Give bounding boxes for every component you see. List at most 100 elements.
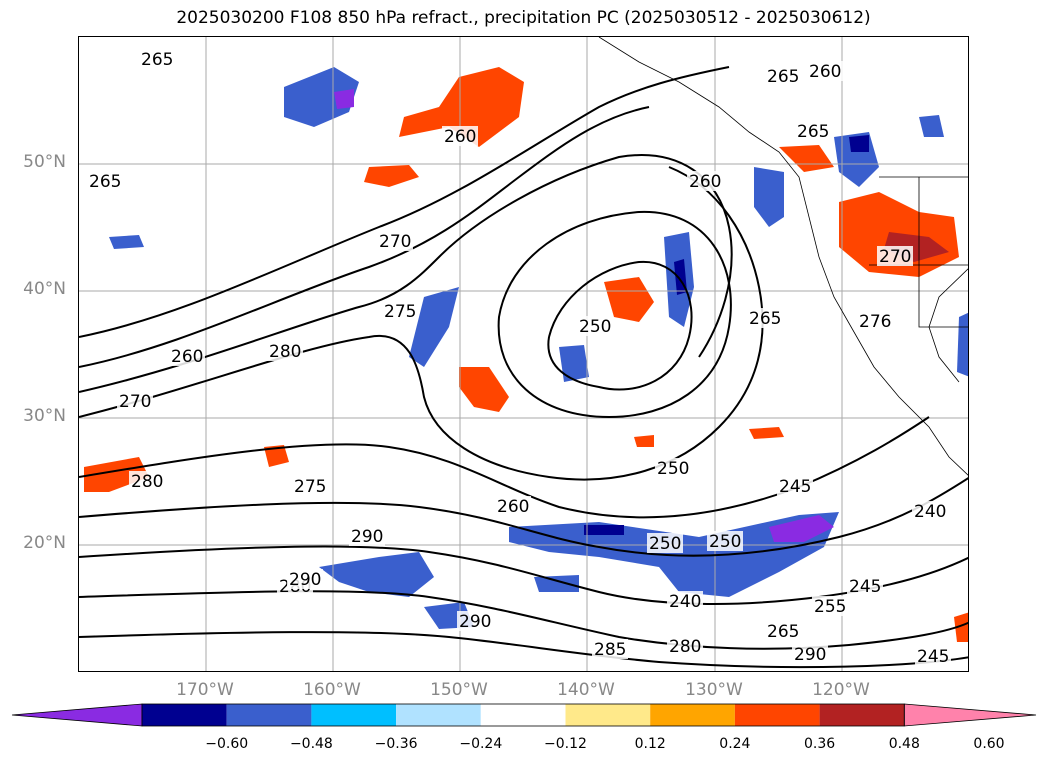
- colorbar-tick-label: −0.48: [289, 736, 333, 752]
- precip-area-negative: [284, 67, 359, 127]
- map-plot-area: 265 265 260 265 260 265 260 270 275 280 260 250 265 2…: [78, 36, 969, 672]
- contour-label-bg: [687, 171, 723, 191]
- precip-area-negative: [559, 345, 589, 382]
- contour-label-bg: [765, 66, 801, 86]
- contour-label: 280: [131, 472, 163, 492]
- precip-area-positive: [84, 457, 149, 492]
- contour-label-bg: [592, 639, 628, 659]
- colorbar-tick-label: 0.24: [719, 736, 751, 752]
- contour-label: 265: [767, 67, 799, 87]
- lat-label-40n: 40°N: [23, 279, 66, 299]
- lon-label-120w: 120°W: [812, 680, 870, 700]
- contour-label-bg: [877, 246, 913, 266]
- contour-label: 270: [879, 247, 911, 267]
- contour-label: 280: [669, 637, 701, 657]
- contour-label-bg: [129, 471, 165, 491]
- precip-area-positive: [264, 445, 289, 467]
- refractivity-contours: [79, 66, 968, 669]
- contour-label-bg: [442, 126, 478, 146]
- contour-label-bg: [812, 596, 848, 616]
- contour-label: 276: [859, 312, 891, 332]
- colorbar-segment: [565, 704, 651, 726]
- contour-label: 260: [497, 497, 529, 517]
- colorbar-tick-label: −0.36: [374, 736, 418, 752]
- contour-label: 245: [849, 577, 881, 597]
- colorbar-segments: [11, 703, 1037, 727]
- contour-label-bg: [87, 171, 123, 191]
- contour-label: 240: [914, 502, 946, 522]
- precip-area-negative: [409, 287, 459, 367]
- colorbar-tick-label: −0.24: [459, 736, 503, 752]
- precip-area-negative: [754, 167, 784, 227]
- precip-area-negative: [109, 235, 144, 249]
- contour-label-bg: [915, 646, 951, 666]
- colorbar-segment: [480, 704, 566, 726]
- precip-area-negative: [334, 89, 354, 109]
- contour-label: 240: [669, 592, 701, 612]
- lon-label-130w: 130°W: [685, 680, 743, 700]
- contour-label-bg: [765, 621, 801, 641]
- graticule: [79, 37, 968, 671]
- contour-label-bg: [857, 311, 893, 331]
- contour-label-bg: [777, 476, 813, 496]
- contour-label: 285: [594, 640, 626, 660]
- colorbar-segment: [734, 704, 820, 726]
- contour-label-bg: [792, 644, 828, 664]
- precip-area-negative: [957, 312, 968, 377]
- lat-label-50n: 50°N: [23, 152, 66, 172]
- precip-area-positive: [399, 67, 524, 147]
- colorbar-segment: [142, 704, 227, 726]
- contour-label: 250: [657, 459, 689, 479]
- contour-label: 250: [709, 532, 741, 552]
- contour-label: 245: [917, 647, 949, 667]
- contour-label: 290: [289, 570, 321, 590]
- contour-label-bg: [795, 121, 831, 141]
- lat-label-30n: 30°N: [23, 406, 66, 426]
- precip-area-positive: [364, 165, 419, 187]
- colorbar-segment: [819, 704, 905, 726]
- colorbar-segment: [226, 704, 312, 726]
- chart-title: 2025030200 F108 850 hPa refract., precip…: [176, 8, 871, 28]
- colorbar-segment: [311, 704, 397, 726]
- contour-label: 245: [779, 477, 811, 497]
- contour-label: 265: [749, 309, 781, 329]
- contour-label: 255: [814, 597, 846, 617]
- precip-shading: [84, 67, 968, 642]
- contour-label: 250: [579, 317, 611, 337]
- contour-label-bg: [267, 341, 303, 361]
- contour-label: 265: [141, 50, 173, 70]
- contour-label-bg: [382, 301, 418, 321]
- colorbar-tick-label: 0.60: [973, 736, 1005, 752]
- contour-label: 265: [767, 622, 799, 642]
- contour-label-bg: [117, 391, 153, 411]
- contour-label: 260: [689, 172, 721, 192]
- precip-area-negative: [534, 575, 579, 592]
- contour-label-bg: [655, 458, 691, 478]
- precip-area-positive: [634, 435, 654, 447]
- contour-label-bg: [377, 231, 413, 251]
- contour-label: 250: [649, 534, 681, 554]
- precip-area-negative: [769, 515, 834, 542]
- colorbar-segment: [396, 704, 481, 726]
- colorbar-extend-min: [11, 703, 143, 727]
- contour-label: 275: [384, 302, 416, 322]
- contour-label-bg: [457, 611, 493, 631]
- colorbar-tick-label: −0.12: [544, 736, 587, 752]
- contour-label: 270: [379, 232, 411, 252]
- precip-area-negative: [849, 135, 869, 152]
- colorbar: [11, 703, 1037, 727]
- contour-label: 290: [351, 527, 383, 547]
- precip-area-negative: [584, 525, 624, 535]
- contour-label: 260: [809, 62, 841, 82]
- contour-label-bg: [287, 569, 323, 589]
- contour-label: 260: [171, 347, 203, 367]
- precip-area-positive: [954, 612, 968, 642]
- contour-label: 260: [444, 127, 476, 147]
- lon-label-150w: 150°W: [430, 680, 488, 700]
- contour-label-bg: [847, 576, 883, 596]
- contour-label-bg: [292, 476, 328, 496]
- precip-area-positive: [749, 427, 784, 439]
- contour-label: 265: [797, 122, 829, 142]
- precip-area-negative: [319, 552, 434, 597]
- precip-area-positive: [779, 145, 834, 172]
